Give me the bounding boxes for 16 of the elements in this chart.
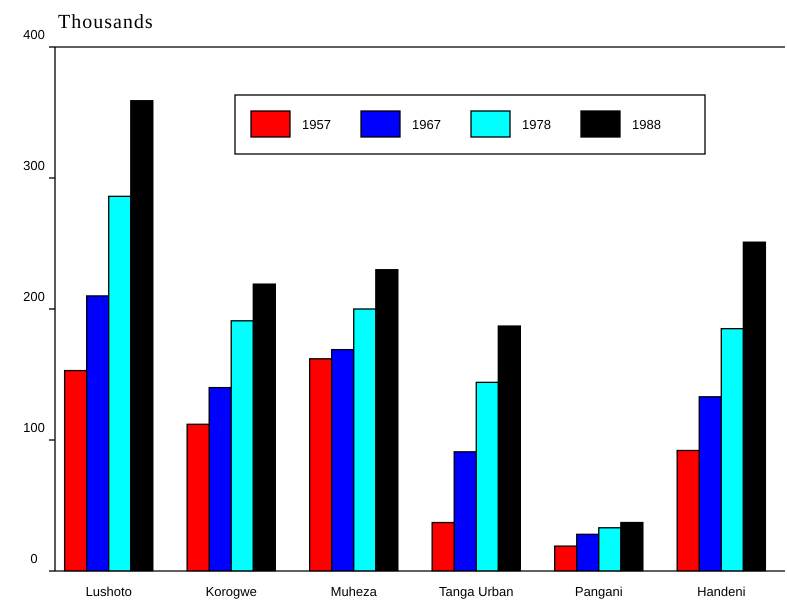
y-tick-label: 200: [23, 289, 45, 304]
x-tick-label: Handeni: [697, 584, 746, 599]
y-axis-title: Thousands: [58, 11, 154, 33]
legend-label: 1988: [632, 117, 661, 132]
y-tick-label: 300: [23, 158, 45, 173]
y-tick-label: 400: [23, 27, 45, 42]
y-tick-label: 100: [23, 420, 45, 435]
x-tick-label: Tanga Urban: [439, 584, 514, 599]
x-tick-label: Muheza: [330, 584, 378, 599]
y-tick-label: 0: [30, 551, 38, 566]
legend-label: 1978: [522, 117, 551, 132]
legend-label: 1967: [412, 117, 441, 132]
x-tick-label: Pangani: [574, 584, 623, 599]
x-tick-label: Korogwe: [206, 584, 257, 599]
legend-label: 1957: [302, 117, 331, 132]
x-tick-label: Lushoto: [86, 584, 132, 599]
